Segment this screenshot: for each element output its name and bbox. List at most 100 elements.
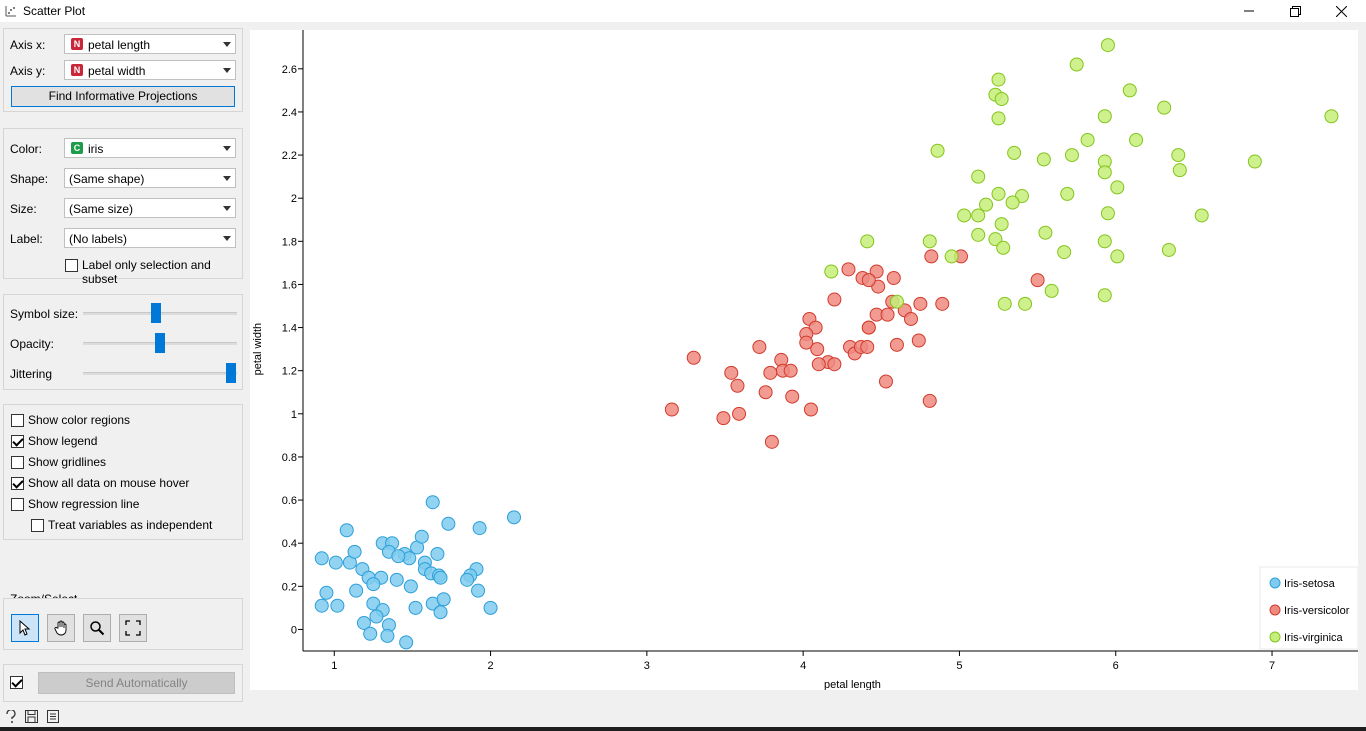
restore-button[interactable] [1272, 0, 1318, 22]
data-point [664, 402, 679, 417]
data-point [356, 615, 371, 630]
data-point [716, 411, 731, 426]
chevron-down-icon [223, 68, 231, 73]
find-informative-projections-button[interactable]: Find Informative Projections [11, 86, 235, 107]
data-point [1007, 145, 1022, 160]
data-point [860, 339, 875, 354]
data-point [1172, 163, 1187, 178]
y-tick-label: 1.6 [282, 279, 297, 291]
data-point [803, 402, 818, 417]
treat-independent-checkbox[interactable] [31, 519, 44, 532]
axis-x-value: petal length [88, 38, 151, 52]
show-all-data-checkbox[interactable] [11, 477, 24, 490]
show-regression-line-checkbox[interactable] [11, 498, 24, 511]
symbol-size-slider[interactable] [151, 303, 161, 323]
data-point [380, 628, 395, 643]
data-point [436, 592, 451, 607]
symbol-size-label: Symbol size: [10, 307, 79, 321]
data-point [827, 357, 842, 372]
close-button[interactable] [1318, 0, 1364, 22]
data-point [1247, 154, 1262, 169]
axis-y-select[interactable]: N petal width [64, 60, 236, 80]
data-point [988, 232, 1003, 247]
label-label: Label: [10, 232, 43, 246]
show-color-regions-checkbox[interactable] [11, 414, 24, 427]
show-gridlines-checkbox[interactable] [11, 456, 24, 469]
y-axis-title: petal width [252, 323, 264, 376]
save-icon[interactable] [25, 710, 38, 723]
categorical-variable-icon: C [71, 142, 83, 154]
data-point [878, 374, 893, 389]
scatter-chart[interactable]: 1 2 3 4 5 6 7 0 0.2 0.4 0.6 0.8 1 1.2 1.4 1.6 1.8 2 2.2 2.4… [250, 30, 1359, 691]
data-point [483, 600, 498, 615]
label-only-selection-label: Label only selection and subset [82, 258, 211, 286]
show-legend-checkbox[interactable] [11, 435, 24, 448]
data-point [1060, 186, 1075, 201]
x-tick-label: 4 [800, 660, 806, 672]
axis-x-select[interactable]: N petal length [64, 34, 236, 54]
data-point [997, 296, 1012, 311]
data-point [414, 529, 429, 544]
data-point [886, 270, 901, 285]
y-tick-label: 1.2 [282, 366, 297, 378]
opacity-slider[interactable] [155, 333, 165, 353]
y-tick-label: 0 [291, 624, 297, 636]
color-select[interactable]: C iris [64, 138, 236, 158]
size-select[interactable]: (Same size) [64, 198, 236, 218]
data-point [1157, 100, 1172, 115]
x-tick-label: 7 [1269, 660, 1275, 672]
data-point [1110, 249, 1125, 264]
y-tick-label: 2.4 [282, 107, 297, 119]
pan-tool-button[interactable] [47, 614, 75, 642]
data-point [924, 249, 939, 264]
chevron-down-icon [223, 42, 231, 47]
minimize-button[interactable] [1226, 0, 1272, 22]
data-point [911, 333, 926, 348]
label-only-selection-checkbox[interactable] [65, 259, 78, 272]
data-point [922, 393, 937, 408]
attributes-panel: Color: C iris Shape: (Same shape) Size: … [3, 128, 243, 286]
window-title: Scatter Plot [23, 4, 86, 18]
report-icon[interactable] [47, 710, 59, 723]
close-icon [1335, 5, 1347, 17]
data-point [930, 143, 945, 158]
data-point [799, 335, 814, 350]
select-tool-button[interactable] [11, 614, 39, 642]
data-point [869, 264, 884, 279]
chevron-down-icon [223, 146, 231, 151]
data-point [349, 583, 364, 598]
data-point [425, 495, 440, 510]
plot-area[interactable]: 1 2 3 4 5 6 7 0 0.2 0.4 0.6 0.8 1 1.2 1.4 1.6 1.8 2 2.2 2.4… [250, 30, 1359, 691]
help-icon[interactable] [5, 710, 17, 724]
options-panel: Show color regions Show legend Show grid… [3, 404, 243, 540]
color-label: Color: [10, 142, 43, 156]
data-point [441, 516, 456, 531]
data-point [1097, 109, 1112, 124]
send-automatically-button[interactable]: Send Automatically [38, 672, 235, 694]
data-point [403, 579, 418, 594]
data-point [889, 294, 904, 309]
label-select[interactable]: (No labels) [64, 228, 236, 248]
data-point [994, 92, 1009, 106]
zoom-tool-button[interactable] [83, 614, 111, 642]
axis-x-label: Axis x: [10, 38, 46, 52]
send-automatically-checkbox[interactable] [10, 676, 23, 689]
data-point [433, 605, 448, 620]
shape-select[interactable]: (Same shape) [64, 168, 236, 188]
jittering-slider[interactable] [226, 363, 236, 383]
data-point [433, 570, 448, 585]
data-point [758, 385, 773, 400]
y-tick-label: 2.2 [282, 150, 297, 162]
data-point [363, 626, 378, 641]
show-regression-line-label: Show regression line [28, 497, 140, 511]
restore-icon [1289, 5, 1301, 17]
data-point [460, 572, 475, 587]
data-point [732, 406, 747, 421]
numeric-variable-icon: N [71, 38, 83, 50]
show-all-data-label: Show all data on mouse hover [28, 476, 190, 490]
data-point [1324, 109, 1339, 124]
y-tick-label: 2.6 [282, 64, 297, 76]
x-tick-label: 2 [487, 660, 493, 672]
reset-zoom-button[interactable] [119, 614, 147, 642]
y-tick-label: 0.6 [282, 495, 297, 507]
